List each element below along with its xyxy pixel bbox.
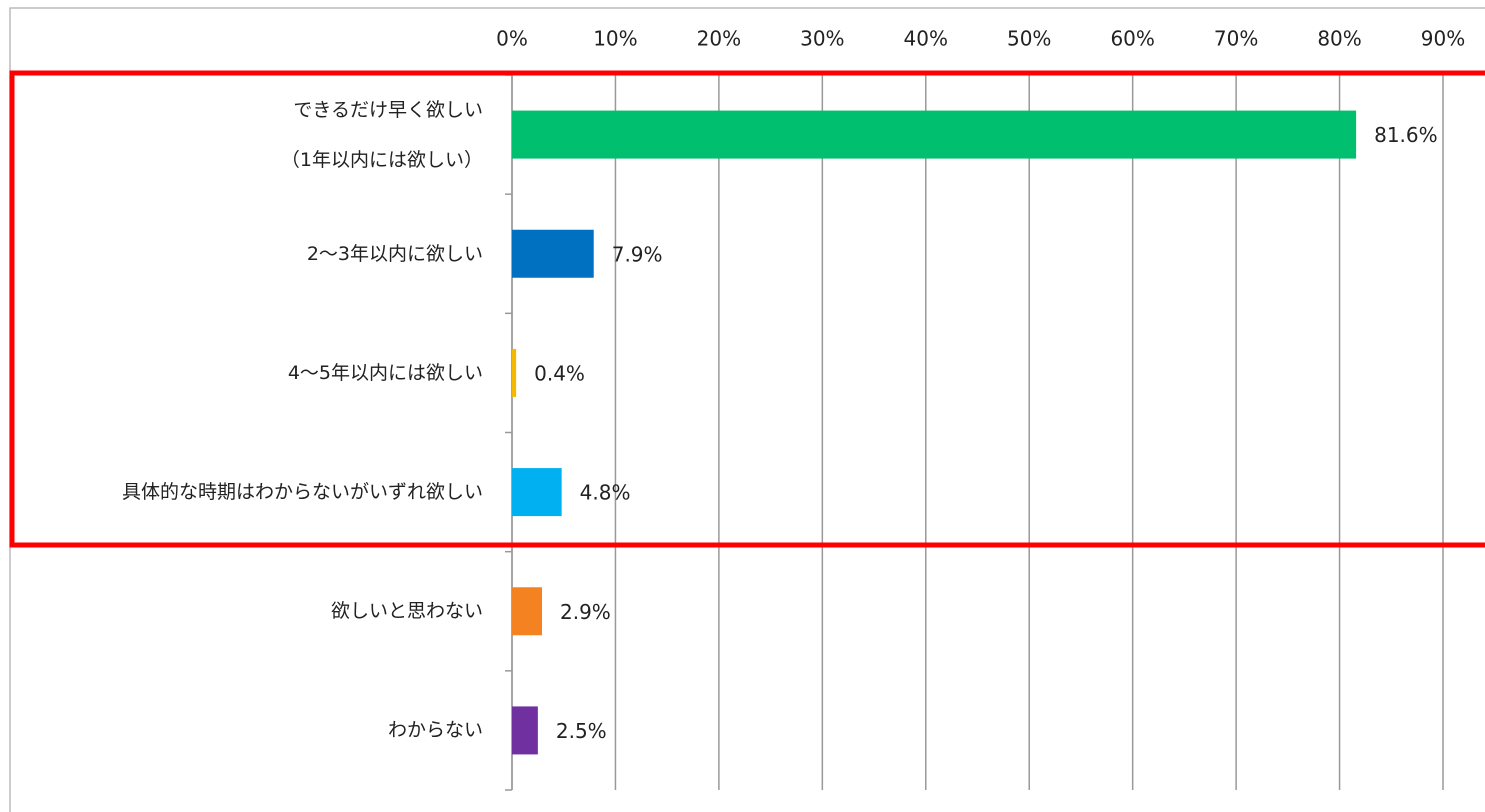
x-tick-label: 90% — [1421, 27, 1465, 51]
x-tick-label: 0% — [496, 27, 528, 51]
bar — [512, 468, 562, 517]
data-label: 2.5% — [556, 719, 607, 743]
y-tick-label: できるだけ早く欲しい （1年以内には欲しい） — [280, 98, 483, 171]
x-tick-label: 30% — [800, 27, 844, 51]
data-label: 0.4% — [534, 361, 585, 385]
bar — [512, 110, 1357, 159]
x-tick-label: 10% — [593, 27, 637, 51]
bar — [512, 229, 594, 278]
y-tick-label: 具体的な時期はわからないがいずれ欲しい — [121, 481, 483, 504]
y-tick-label: わからない — [387, 719, 483, 742]
x-tick-label: 70% — [1214, 27, 1258, 51]
bar — [512, 587, 542, 636]
x-tick-label: 60% — [1110, 27, 1154, 51]
y-tick-label: 欲しいと思わない — [330, 600, 483, 623]
bar — [512, 706, 538, 755]
y-tick-label: 4～5年以内には欲しい — [287, 361, 483, 384]
data-label: 4.8% — [580, 481, 631, 505]
data-label: 7.9% — [612, 242, 663, 266]
x-tick-label: 50% — [1007, 27, 1051, 51]
data-label: 2.9% — [560, 600, 611, 624]
y-tick-label: 2～3年以内に欲しい — [306, 242, 483, 265]
x-tick-label: 20% — [697, 27, 741, 51]
x-tick-label: 80% — [1317, 27, 1361, 51]
data-label: 81.6% — [1374, 123, 1438, 147]
highlight-box — [9, 70, 1485, 548]
x-tick-label: 40% — [904, 27, 948, 51]
bar — [512, 348, 517, 397]
